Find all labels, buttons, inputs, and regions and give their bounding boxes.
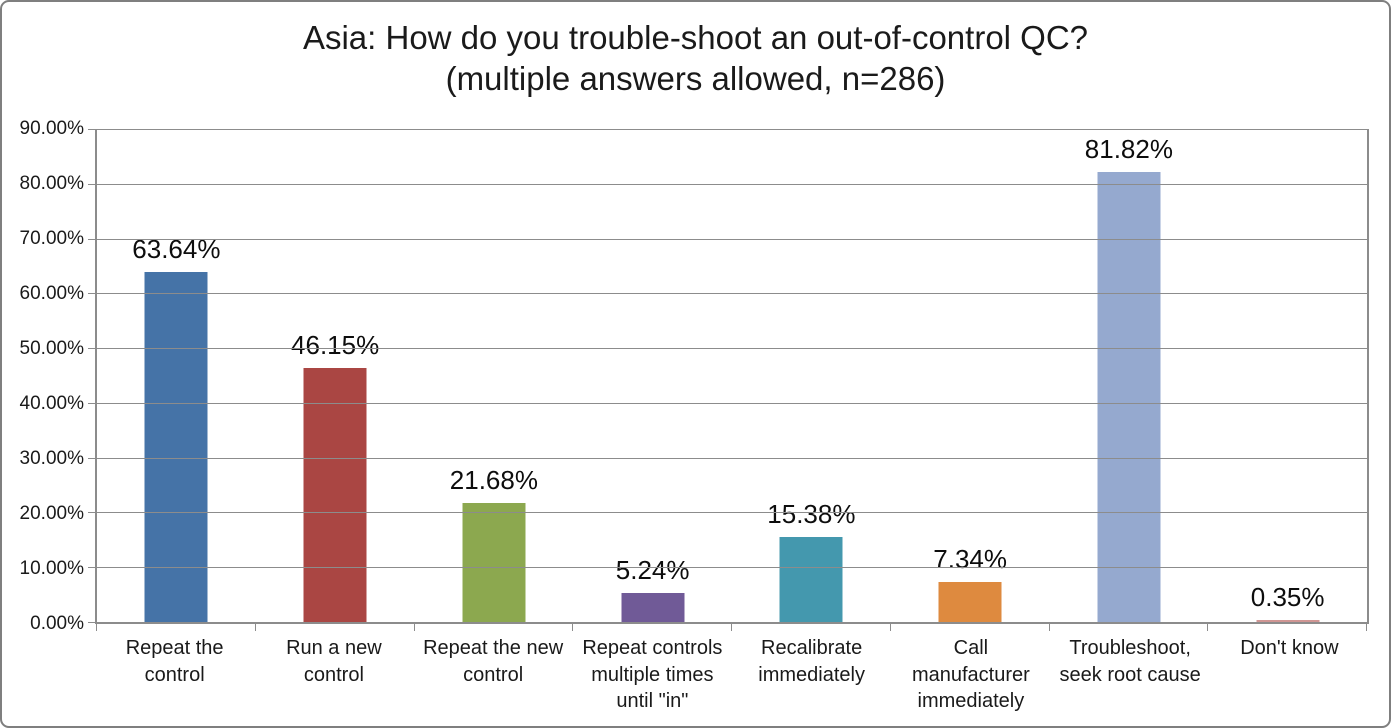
bar-slot-4: 5.24% — [573, 129, 732, 622]
gridline-70 — [97, 238, 1367, 240]
y-axis-label: 30.00% — [19, 448, 84, 469]
category-label-1: Repeat the control — [95, 635, 254, 715]
gridline-20 — [97, 512, 1367, 514]
y-axis-tick-mark — [88, 238, 97, 240]
y-axis-label: 70.00% — [19, 228, 84, 249]
bar-value-label-6: 7.34% — [933, 544, 1007, 574]
gridline-40 — [97, 402, 1367, 404]
x-axis-tick-mark — [96, 624, 97, 631]
bar-2 — [303, 368, 367, 622]
category-label-5: Recalibrate immediately — [732, 635, 891, 715]
bar-7 — [1097, 172, 1161, 622]
bar-value-label-8: 0.35% — [1250, 582, 1325, 612]
bar-3 — [462, 503, 526, 622]
category-label-line: Run a new control — [286, 637, 382, 686]
category-label-line: until "in" — [616, 690, 689, 713]
bar-slot-2: 46.15% — [256, 129, 415, 622]
category-label-line: Don't know — [1240, 637, 1339, 659]
gridline-10 — [97, 567, 1367, 569]
gridline-80 — [97, 183, 1367, 185]
x-axis-tick-mark — [254, 624, 256, 631]
chart-title-line2: (multiple answers allowed, n=286) — [445, 59, 946, 97]
y-axis-tick-mark — [88, 183, 97, 185]
bar-value-label-2: 46.15% — [291, 330, 380, 360]
x-axis-tick-mark — [731, 624, 732, 631]
x-axis-tick-mark — [1207, 624, 1209, 631]
y-axis-tick-mark — [88, 129, 97, 130]
bar-value-label-5: 15.38% — [767, 499, 856, 529]
gridline-90 — [97, 129, 1367, 130]
bar-slot-6: 7.34% — [891, 129, 1050, 622]
y-axis: 0.00% 10.00% 20.00% 30.00% 40.00% 50.00% 60.00… — [2, 118, 84, 634]
bar-6 — [938, 582, 1002, 622]
x-axis-tick-mark — [413, 624, 415, 631]
x-axis-tick-mark — [572, 624, 574, 631]
bar-1 — [144, 272, 208, 622]
category-label-line: Repeat the new — [423, 637, 564, 659]
category-label-line: Repeat the control — [125, 637, 224, 686]
bar-value-label-7: 81.82% — [1084, 134, 1173, 164]
y-axis-tick-mark — [88, 402, 97, 404]
x-axis-category-labels: Repeat the control Run a new control Repea… — [95, 635, 1369, 715]
category-label-line: immediately — [917, 690, 1025, 713]
bar-8 — [1256, 620, 1320, 622]
y-axis-tick-mark — [88, 293, 97, 295]
bar-slot-8: 0.35% — [1208, 129, 1367, 622]
category-label-4: Repeat controls multiple times until "in" — [573, 635, 732, 715]
bar-value-label-4: 5.24% — [615, 555, 690, 585]
category-label-2: Run a new control — [254, 635, 413, 715]
y-axis-label: 10.00% — [19, 558, 84, 579]
y-axis-label: 90.00% — [19, 118, 84, 139]
x-axis-tick-mark — [1048, 624, 1050, 631]
y-axis-tick-mark — [88, 512, 97, 514]
category-label-line: control — [463, 663, 524, 686]
y-axis-label: 20.00% — [19, 503, 84, 524]
gridline-60 — [97, 293, 1367, 295]
chart-title-line1: Asia: How do you trouble-shoot an out-of… — [302, 19, 1089, 56]
category-label-line: Troubleshoot, — [1069, 637, 1191, 659]
y-axis-tick-mark — [88, 348, 97, 350]
bar-series: 63.64% 46.15% 21.68% 5.24% 15.38% 7.34% 81.82%… — [96, 129, 1367, 631]
category-label-6: Call manufacturer immediately — [891, 635, 1050, 715]
y-axis-label: 60.00% — [19, 283, 84, 304]
y-axis-label: 0.00% — [30, 613, 84, 634]
y-axis-label: 50.00% — [19, 338, 84, 359]
bar-slot-5: 15.38% — [732, 129, 891, 622]
y-axis-tick-mark — [88, 567, 97, 569]
x-axis-tick-mark — [1366, 624, 1367, 631]
plot-area: 63.64% 46.15% 21.68% 5.24% 15.38% 7.34% 81.82%… — [88, 129, 1369, 631]
bar-5 — [779, 537, 843, 622]
category-label-line: Call manufacturer — [911, 637, 1030, 686]
bar-value-label-3: 21.68% — [449, 465, 538, 495]
bar-slot-1: 63.64% — [97, 129, 256, 622]
category-label-line: immediately — [758, 663, 865, 686]
y-axis-label: 40.00% — [19, 393, 84, 414]
category-label-line: seek root cause — [1059, 663, 1201, 686]
category-label-line: multiple times — [591, 663, 714, 686]
bar-slot-3: 21.68% — [415, 129, 574, 622]
y-axis-tick-mark — [88, 622, 97, 623]
category-label-7: Troubleshoot, seek root cause — [1051, 635, 1210, 715]
bar-4 — [621, 593, 685, 622]
y-axis-tick-mark — [88, 457, 97, 459]
x-axis-tick-mark — [889, 624, 891, 631]
category-label-line: Recalibrate — [761, 637, 863, 659]
category-label-3: Repeat the new control — [414, 635, 573, 715]
chart-title: Asia: How do you trouble-shoot an out-of… — [2, 18, 1389, 99]
category-label-8: Don't know — [1210, 635, 1369, 715]
gridline-50 — [97, 348, 1367, 350]
bar-slot-7: 81.82% — [1050, 129, 1209, 622]
category-label-line: Repeat controls — [582, 637, 723, 659]
y-axis-label: 80.00% — [19, 173, 84, 194]
gridline-30 — [97, 457, 1367, 459]
